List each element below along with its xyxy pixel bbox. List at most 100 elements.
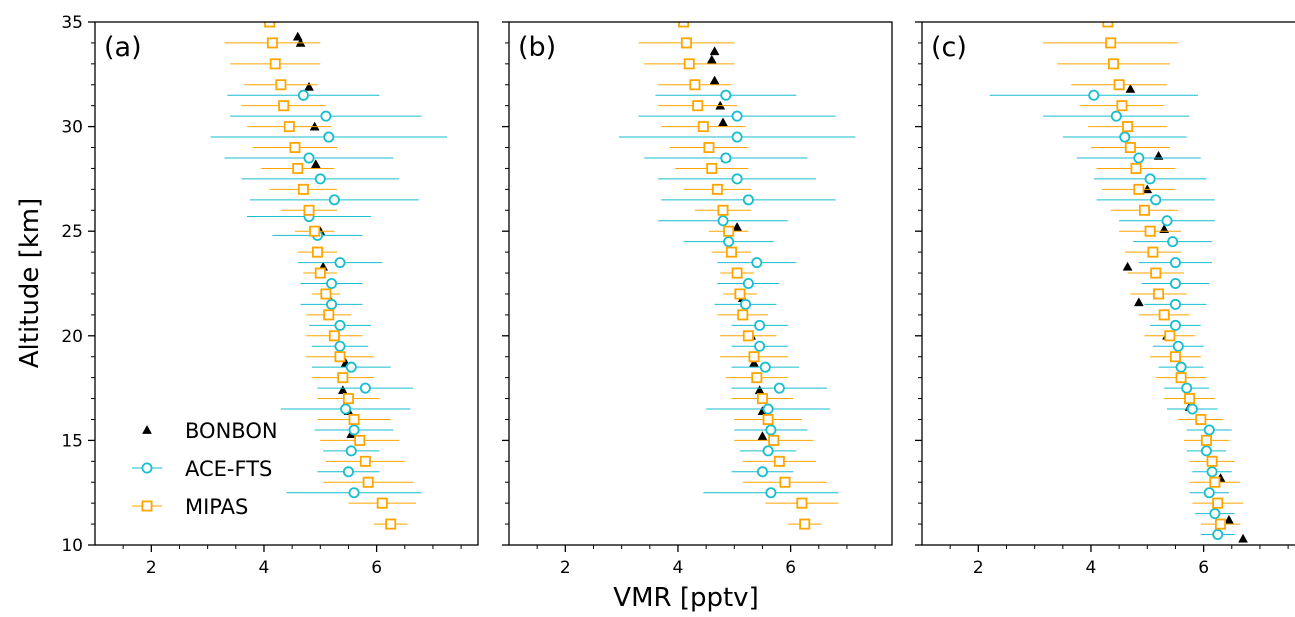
bonbon-point — [709, 46, 720, 56]
ace-fts-point — [303, 152, 315, 164]
mipas-point — [796, 497, 808, 509]
mipas-point — [1130, 162, 1142, 174]
ace-fts-point — [1169, 277, 1181, 289]
mipas-point — [768, 434, 780, 446]
ace-fts-point — [1119, 131, 1131, 143]
bonbon-point — [292, 31, 303, 41]
mipas-point — [362, 476, 374, 488]
legend-label: ACE-FTS — [185, 457, 272, 481]
mipas-point — [289, 142, 301, 154]
ace-fts-point — [1212, 529, 1224, 541]
mipas-point — [689, 79, 701, 91]
ace-fts-point — [1186, 403, 1198, 415]
mipas-point — [1184, 393, 1196, 405]
mipas-point — [1206, 455, 1218, 467]
bonbon-point — [754, 385, 765, 395]
plot-area — [618, 22, 856, 530]
bonbon-point — [304, 81, 314, 91]
mipas-point — [703, 142, 715, 154]
ace-fts-point — [334, 257, 346, 269]
ace-fts-point — [762, 445, 774, 457]
mipas-point — [773, 455, 785, 467]
ace-fts-point — [1169, 257, 1181, 269]
bonbon-point — [757, 431, 768, 441]
plot-area — [210, 22, 448, 530]
mipas-point — [751, 372, 763, 384]
x-tick-label: 4 — [1086, 558, 1097, 578]
ace-fts-point — [765, 424, 777, 436]
mipas-point — [1212, 497, 1224, 509]
mipas-point — [1105, 37, 1117, 49]
mipas-point — [756, 393, 768, 405]
mipas-point — [297, 183, 309, 195]
ace-fts-point — [334, 319, 346, 331]
y-tick-label: 35 — [61, 13, 83, 33]
panel-frame — [94, 21, 479, 546]
bonbon-point — [1133, 297, 1144, 307]
mipas-point — [269, 58, 281, 70]
ace-fts-point — [1144, 173, 1156, 185]
x-tick-label: 2 — [973, 558, 984, 578]
ace-fts-point — [1200, 445, 1212, 457]
ace-fts-point — [765, 487, 777, 499]
mipas-point — [779, 476, 791, 488]
mipas-point — [799, 518, 811, 530]
ace-fts-point — [1172, 340, 1184, 352]
ace-fts-point — [1169, 298, 1181, 310]
mipas-point — [314, 267, 326, 279]
ace-fts-point — [1203, 424, 1215, 436]
bonbon-point — [718, 117, 728, 127]
ace-fts-point — [342, 466, 354, 478]
ace-fts-point — [314, 173, 326, 185]
bonbon-point — [1159, 224, 1170, 233]
mipas-point — [748, 351, 760, 363]
ace-fts-point — [1209, 508, 1221, 520]
mipas-point — [1108, 58, 1120, 70]
ace-fts-point — [345, 361, 357, 373]
ace-fts-point — [323, 131, 335, 143]
y-tick-label: 30 — [61, 118, 83, 138]
mipas-point — [762, 413, 774, 425]
mipas-point — [723, 225, 735, 237]
mipas-point — [1150, 267, 1162, 279]
mipas-point — [1133, 183, 1145, 195]
y-axis-label: Altitude [km] — [15, 198, 45, 369]
legend-marker — [142, 424, 152, 434]
ace-fts-point — [762, 403, 774, 415]
mipas-point — [309, 225, 321, 237]
legend-marker — [141, 500, 153, 512]
ace-fts-point — [751, 257, 763, 269]
panel-frame — [921, 21, 1295, 546]
legend-label: MIPAS — [185, 495, 248, 519]
mipas-point — [683, 58, 695, 70]
legend-entry: ACE-FTS — [132, 457, 272, 481]
mipas-point — [711, 183, 723, 195]
mipas-point — [680, 37, 692, 49]
ace-fts-point — [756, 466, 768, 478]
ace-fts-point — [773, 382, 785, 394]
bonbon-point — [1224, 514, 1234, 524]
mipas-point — [725, 246, 737, 258]
panel-label: (a) — [104, 32, 142, 63]
mipas-point — [348, 413, 360, 425]
mipas-point — [1113, 79, 1125, 91]
mipas-point — [275, 79, 287, 91]
ace-fts-point — [754, 319, 766, 331]
mipas-point — [359, 455, 371, 467]
mipas-point — [283, 121, 295, 133]
bonbon-point — [1153, 150, 1164, 160]
mipas-point — [678, 22, 690, 28]
mipas-point — [1209, 476, 1221, 488]
mipas-point — [328, 330, 340, 342]
legend-entry: BONBON — [142, 419, 278, 443]
ace-fts-point — [326, 298, 338, 310]
ace-fts-point — [1206, 466, 1218, 478]
ace-fts-point — [759, 361, 771, 373]
ace-fts-point — [742, 194, 754, 206]
ace-fts-point — [1169, 319, 1181, 331]
mipas-point — [1124, 142, 1136, 154]
ace-fts-point — [1181, 382, 1193, 394]
x-axis-label: VMR [pptv] — [613, 583, 758, 612]
bonbon-point — [1122, 261, 1133, 271]
